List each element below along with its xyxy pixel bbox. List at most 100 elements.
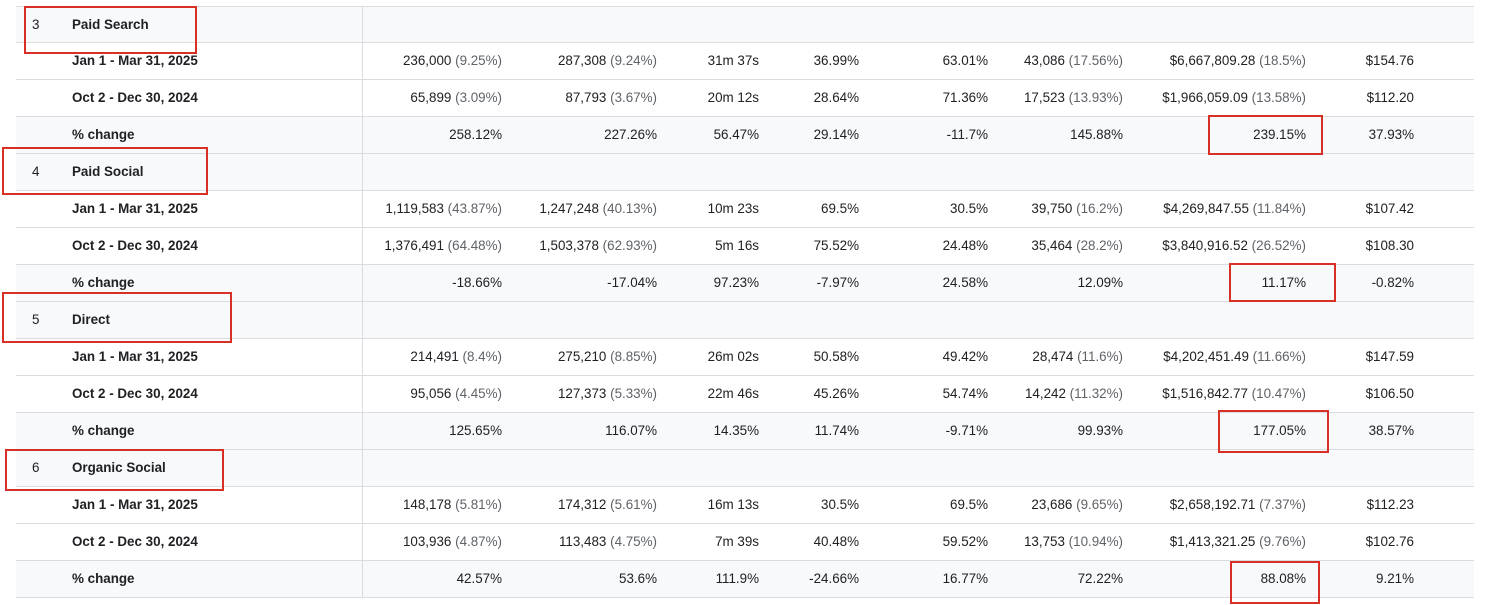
value: 65,899	[410, 90, 452, 105]
channel-group-header[interactable]: 4 Paid Social	[16, 154, 1474, 191]
column-divider	[362, 487, 363, 523]
value: 87,793	[565, 90, 607, 105]
channel-group-header[interactable]: 3 Paid Search	[16, 6, 1474, 43]
conversions-cell: 12.09%	[1078, 265, 1123, 301]
revenue-per-user-cell: -0.82%	[1372, 265, 1414, 301]
value: 99.93%	[1077, 423, 1123, 438]
avg-engagement-time-cell: 14.35%	[714, 413, 759, 449]
engagement-rate-cell: 45.26%	[814, 376, 859, 412]
value: 12.09%	[1077, 275, 1123, 290]
value: 75.52%	[813, 238, 859, 253]
sessions-cell: 227.26%	[604, 117, 657, 153]
sessions-cell: 127,373 (5.33%)	[558, 376, 657, 412]
value: 45.26%	[813, 386, 859, 401]
share-percent: (62.93%)	[602, 238, 657, 253]
value: $4,269,847.55	[1163, 201, 1249, 216]
revenue-per-user-cell: $112.20	[1367, 80, 1414, 116]
value: 17,523	[1023, 90, 1065, 105]
value: 1,119,583	[385, 201, 444, 216]
column-divider	[362, 339, 363, 375]
value: -9.71%	[945, 423, 988, 438]
share-percent: (43.87%)	[447, 201, 502, 216]
value: 103,936	[402, 534, 452, 549]
users-cell: 258.12%	[449, 117, 502, 153]
value: 88.08%	[1260, 571, 1306, 586]
row-index: 3	[32, 17, 40, 32]
date-range-label: Jan 1 - Mar 31, 2025	[72, 201, 198, 216]
sessions-cell: 275,210 (8.85%)	[558, 339, 657, 375]
users-cell: 103,936 (4.87%)	[403, 524, 502, 560]
engagement-rate-cell: 69.5%	[821, 191, 859, 227]
channel-group-header[interactable]: 5 Direct	[16, 302, 1474, 339]
engagement-rate-cell: 29.14%	[814, 117, 859, 153]
value: 39,750	[1031, 201, 1073, 216]
value: $112.20	[1366, 90, 1414, 105]
share-percent: (17.56%)	[1068, 53, 1123, 68]
date-range-row: Oct 2 - Dec 30, 2024 95,056 (4.45%) 127,37…	[16, 376, 1474, 413]
value: 111.9%	[715, 571, 759, 586]
value: 38.57%	[1368, 423, 1414, 438]
bounce-rate-cell: -9.71%	[946, 413, 988, 449]
share-percent: (5.61%)	[610, 497, 657, 512]
share-percent: (40.13%)	[602, 201, 657, 216]
share-percent: (11.66%)	[1252, 349, 1306, 364]
avg-engagement-time-cell: 20m 12s	[708, 80, 759, 116]
date-range-row: Oct 2 - Dec 30, 2024 1,376,491 (64.48%) 1,…	[16, 228, 1474, 265]
channel-name[interactable]: Paid Social	[72, 164, 144, 179]
value: 69.5%	[821, 201, 859, 216]
channel-group-header[interactable]: 6 Organic Social	[16, 450, 1474, 487]
value: 287,308	[557, 53, 607, 68]
value: 54.74%	[942, 386, 988, 401]
value: 36.99%	[813, 53, 859, 68]
date-range-row: Jan 1 - Mar 31, 2025 214,491 (8.4%) 275,21…	[16, 339, 1474, 376]
value: 116.07%	[605, 423, 657, 438]
column-divider	[362, 7, 363, 42]
revenue-per-user-cell: $107.42	[1366, 191, 1414, 227]
value: 14,242	[1024, 386, 1066, 401]
column-divider	[362, 413, 363, 449]
date-range-label: Oct 2 - Dec 30, 2024	[72, 238, 198, 253]
share-percent: (4.45%)	[455, 386, 502, 401]
revenue-cell: $3,840,916.52 (26.52%)	[1162, 228, 1306, 264]
share-percent: (9.65%)	[1076, 497, 1123, 512]
value: 59.52%	[942, 534, 988, 549]
revenue-cell: $1,413,321.25 (9.76%)	[1170, 524, 1306, 560]
channel-name[interactable]: Paid Search	[72, 17, 149, 32]
value: -11.7%	[946, 127, 988, 142]
share-percent: (16.2%)	[1076, 201, 1123, 216]
channel-name[interactable]: Direct	[72, 312, 110, 327]
avg-engagement-time-cell: 97.23%	[714, 265, 759, 301]
share-percent: (64.48%)	[447, 238, 502, 253]
conversions-cell: 13,753 (10.94%)	[1024, 524, 1123, 560]
sessions-cell: 1,503,378 (62.93%)	[539, 228, 657, 264]
value: $154.76	[1365, 53, 1414, 68]
avg-engagement-time-cell: 5m 16s	[715, 228, 759, 264]
value: $4,202,451.49	[1163, 349, 1249, 364]
value: 177.05%	[1253, 423, 1306, 438]
date-range-row: Oct 2 - Dec 30, 2024 103,936 (4.87%) 113,4…	[16, 524, 1474, 561]
value: 14.35%	[713, 423, 759, 438]
value: 56.47%	[713, 127, 759, 142]
share-percent: (26.52%)	[1251, 238, 1306, 253]
value: 31m 37s	[707, 53, 759, 68]
value: 71.36%	[942, 90, 988, 105]
bounce-rate-cell: 24.48%	[943, 228, 988, 264]
value: 11.17%	[1261, 275, 1306, 290]
value: 145.88%	[1070, 127, 1123, 142]
revenue-per-user-cell: 9.21%	[1376, 561, 1414, 597]
bounce-rate-cell: 30.5%	[950, 191, 988, 227]
value: 30.5%	[950, 201, 988, 216]
revenue-cell: $4,269,847.55 (11.84%)	[1163, 191, 1306, 227]
value: 113,483	[558, 534, 607, 549]
users-cell: 42.57%	[457, 561, 502, 597]
value: $2,658,192.71	[1169, 497, 1256, 512]
avg-engagement-time-cell: 31m 37s	[708, 43, 759, 79]
value: 69.5%	[950, 497, 988, 512]
date-range-label: Jan 1 - Mar 31, 2025	[72, 497, 198, 512]
value: 174,312	[557, 497, 607, 512]
value: $1,966,059.09	[1162, 90, 1248, 105]
engagement-rate-cell: -24.66%	[809, 561, 859, 597]
value: 10m 23s	[707, 201, 759, 216]
percent-change-row: % change 42.57% 53.6% 111.9% -24.66% 16.77% 72…	[16, 561, 1474, 598]
channel-name[interactable]: Organic Social	[72, 460, 166, 475]
